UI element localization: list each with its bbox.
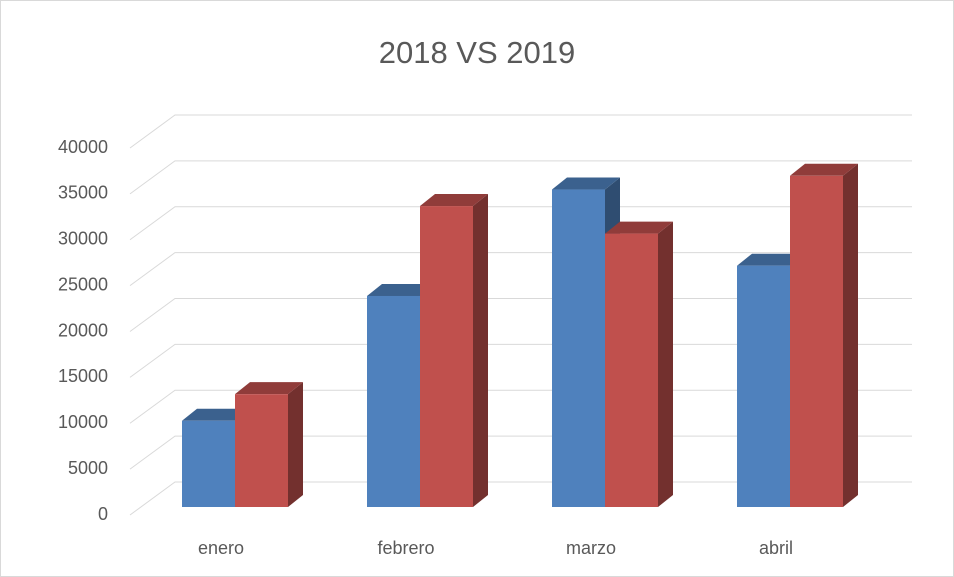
bar-side (658, 221, 673, 507)
y-tick-label: 25000 (58, 274, 108, 294)
bar-front (420, 206, 473, 507)
y-tick-label: 30000 (58, 229, 108, 249)
grid-line (129, 206, 912, 241)
grid-line (129, 114, 912, 149)
y-tick-label: 5000 (68, 458, 108, 478)
bar-front (367, 295, 420, 507)
y-tick-label: 0 (98, 504, 108, 524)
x-tick-label: marzo (566, 538, 616, 558)
bar (790, 163, 858, 507)
bar-side (843, 163, 858, 507)
x-tick-label: enero (198, 538, 244, 558)
bar-top (182, 408, 250, 421)
bar (235, 382, 303, 507)
bar-top (737, 253, 805, 266)
bar-top (552, 177, 620, 190)
x-tick-label: abril (759, 538, 793, 558)
bar (420, 194, 488, 507)
bar-top (235, 382, 303, 395)
y-tick-label: 40000 (58, 137, 108, 157)
y-tick-label: 10000 (58, 412, 108, 432)
bar-top (367, 283, 435, 296)
y-tick-label: 20000 (58, 320, 108, 340)
bar-front (552, 189, 605, 508)
bar-front (605, 233, 658, 507)
bar-front (737, 265, 790, 507)
bar-top (420, 194, 488, 207)
chart-title: 2018 VS 2019 (379, 35, 576, 70)
bar-side (473, 194, 488, 507)
bar-front (182, 420, 235, 507)
y-tick-label: 35000 (58, 183, 108, 203)
grid-line (129, 160, 912, 195)
x-tick-label: febrero (377, 538, 434, 558)
bar-top (605, 221, 673, 234)
y-tick-label: 15000 (58, 366, 108, 386)
bar-front (790, 175, 843, 507)
bar-top (790, 163, 858, 176)
bar (605, 221, 673, 507)
bar-front (235, 394, 288, 507)
bar-side (288, 382, 303, 507)
